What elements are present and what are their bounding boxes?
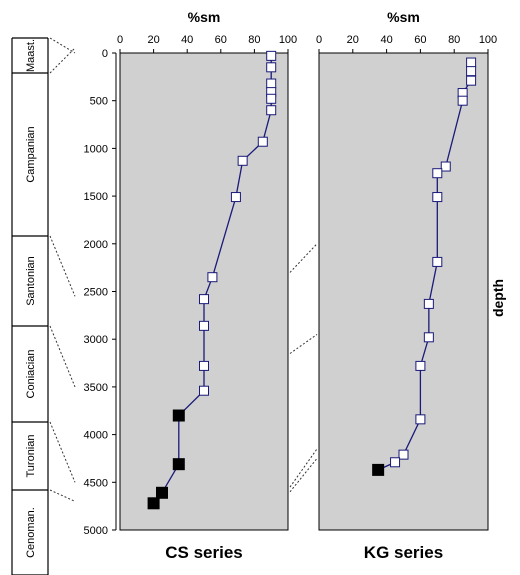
open-square-marker	[199, 294, 209, 305]
filled-square-marker	[172, 409, 185, 422]
y-tick-label: 1000	[84, 143, 108, 155]
stage-connector	[49, 489, 76, 502]
x-tick-label: 80	[248, 34, 260, 46]
y-tick-label: 3000	[84, 334, 108, 346]
x-tick-label: 40	[380, 34, 392, 46]
open-square-marker	[207, 272, 218, 283]
stage-label: Santonian	[25, 256, 37, 306]
stage-label: Maast.	[25, 39, 37, 72]
plot-area	[119, 52, 289, 531]
cs-series-panel: 0 20 40 60 80 100 %sm 0 500 1000 1500 2000 2500 3000 3…	[84, 9, 298, 562]
correlation-connector	[289, 243, 318, 273]
open-square-marker	[415, 360, 426, 371]
open-square-marker	[266, 62, 277, 73]
open-square-marker	[237, 155, 248, 166]
open-square-marker	[466, 57, 477, 68]
stage-label: Cenoman.	[25, 507, 37, 558]
filled-square-marker	[372, 463, 385, 476]
correlation-connector	[289, 458, 318, 493]
x-tick-label: 20	[147, 34, 159, 46]
open-square-marker	[440, 161, 451, 172]
x-tick-label: 40	[181, 34, 193, 46]
correlation-connector	[289, 334, 318, 354]
open-square-marker	[199, 360, 209, 371]
x-tick-label: 60	[414, 34, 426, 46]
open-square-marker	[266, 105, 277, 116]
y-tick-label: 4000	[84, 430, 108, 442]
open-square-marker	[415, 414, 426, 425]
y-tick-label: 2000	[84, 239, 108, 251]
x-tick-label: 100	[279, 34, 297, 46]
open-square-marker	[230, 192, 241, 203]
series-title: KG series	[364, 543, 443, 562]
x-tick-label: 100	[479, 34, 497, 46]
stage-label: Campanian	[25, 126, 37, 182]
series-line	[377, 62, 472, 471]
stage-connector	[49, 47, 76, 74]
open-square-marker	[432, 256, 443, 267]
stage-boundary-connectors	[49, 37, 318, 502]
open-square-marker	[466, 75, 477, 86]
open-square-marker	[199, 320, 209, 331]
open-square-marker	[423, 298, 434, 309]
y-tick-label: 0	[102, 48, 108, 60]
stage-connector	[49, 421, 76, 483]
x-axis-title: %sm	[188, 9, 221, 25]
x-tick-label: 20	[347, 34, 359, 46]
correlation-connector	[289, 448, 318, 488]
open-square-marker	[266, 93, 277, 104]
open-square-marker	[266, 50, 277, 61]
open-square-marker	[398, 449, 409, 460]
x-tick-label: 80	[448, 34, 460, 46]
open-square-marker	[266, 78, 277, 89]
open-square-marker	[390, 457, 401, 468]
series-title: CS series	[165, 543, 243, 562]
y-tick-label: 1500	[84, 191, 108, 203]
filled-square-marker	[172, 458, 185, 471]
y-tick-label: 4500	[84, 477, 108, 489]
x-tick-label: 60	[215, 34, 227, 46]
kg-series-panel: 0 20 40 60 80 100 %sm KG series	[316, 9, 497, 562]
x-tick-label: 0	[117, 34, 123, 46]
open-square-marker	[457, 95, 468, 106]
open-square-marker	[257, 136, 268, 147]
open-square-marker	[199, 385, 209, 396]
depth-axis-label: depth	[490, 279, 506, 317]
filled-square-marker	[147, 497, 160, 510]
x-tick-label: 0	[316, 34, 322, 46]
stage-connector	[49, 235, 76, 297]
stage-connector	[49, 37, 76, 54]
stage-connector	[49, 325, 76, 388]
stratigraphic-column: Maast. Campanian Santonian Coniacian Turonia…	[11, 37, 49, 575]
open-square-marker	[432, 168, 443, 179]
stage-label: Turonian	[25, 434, 37, 477]
y-tick-label: 5000	[84, 525, 108, 537]
open-square-marker	[466, 66, 477, 77]
x-axis-title: %sm	[387, 9, 420, 25]
open-square-marker	[432, 192, 443, 203]
y-tick-label: 500	[90, 96, 108, 108]
stage-label: Coniacian	[25, 350, 37, 399]
y-tick-label: 3500	[84, 382, 108, 394]
y-tick-label: 2500	[84, 287, 108, 299]
filled-square-marker	[156, 486, 168, 499]
open-square-marker	[423, 332, 434, 343]
